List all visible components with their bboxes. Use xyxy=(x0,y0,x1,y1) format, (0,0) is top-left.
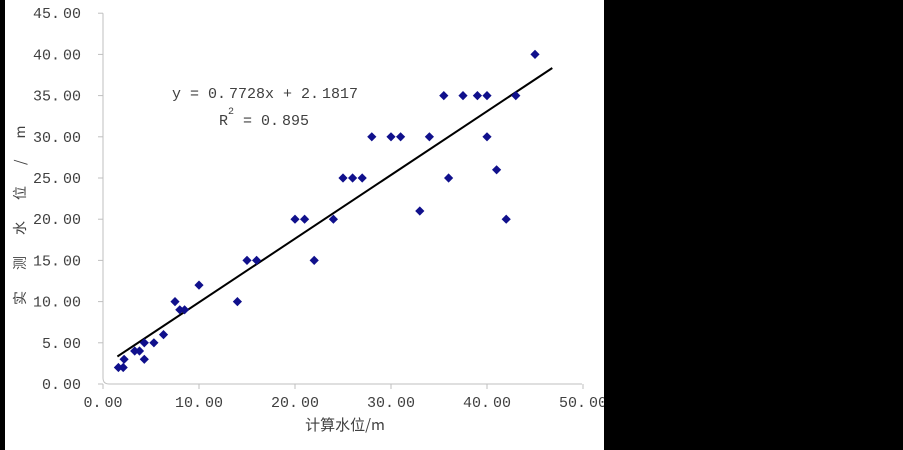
svg-text:30. 00: 30. 00 xyxy=(33,130,81,147)
svg-text:20. 00: 20. 00 xyxy=(271,395,319,412)
svg-text:10. 00: 10. 00 xyxy=(175,395,223,412)
svg-text:0. 00: 0. 00 xyxy=(83,395,122,412)
svg-text:40. 00: 40. 00 xyxy=(463,395,511,412)
svg-text:35. 00: 35. 00 xyxy=(33,89,81,106)
svg-text:0. 00: 0. 00 xyxy=(42,377,81,394)
svg-text:45. 00: 45. 00 xyxy=(33,6,81,23)
svg-text:50. 00: 50. 00 xyxy=(559,395,604,412)
svg-text:25. 00: 25. 00 xyxy=(33,171,81,188)
svg-text:40. 00: 40. 00 xyxy=(33,47,81,64)
svg-text:10. 00: 10. 00 xyxy=(33,295,81,312)
svg-text:5. 00: 5. 00 xyxy=(42,336,81,353)
svg-text:30. 00: 30. 00 xyxy=(367,395,415,412)
svg-text:15. 00: 15. 00 xyxy=(33,253,81,270)
svg-text:20. 00: 20. 00 xyxy=(33,212,81,229)
